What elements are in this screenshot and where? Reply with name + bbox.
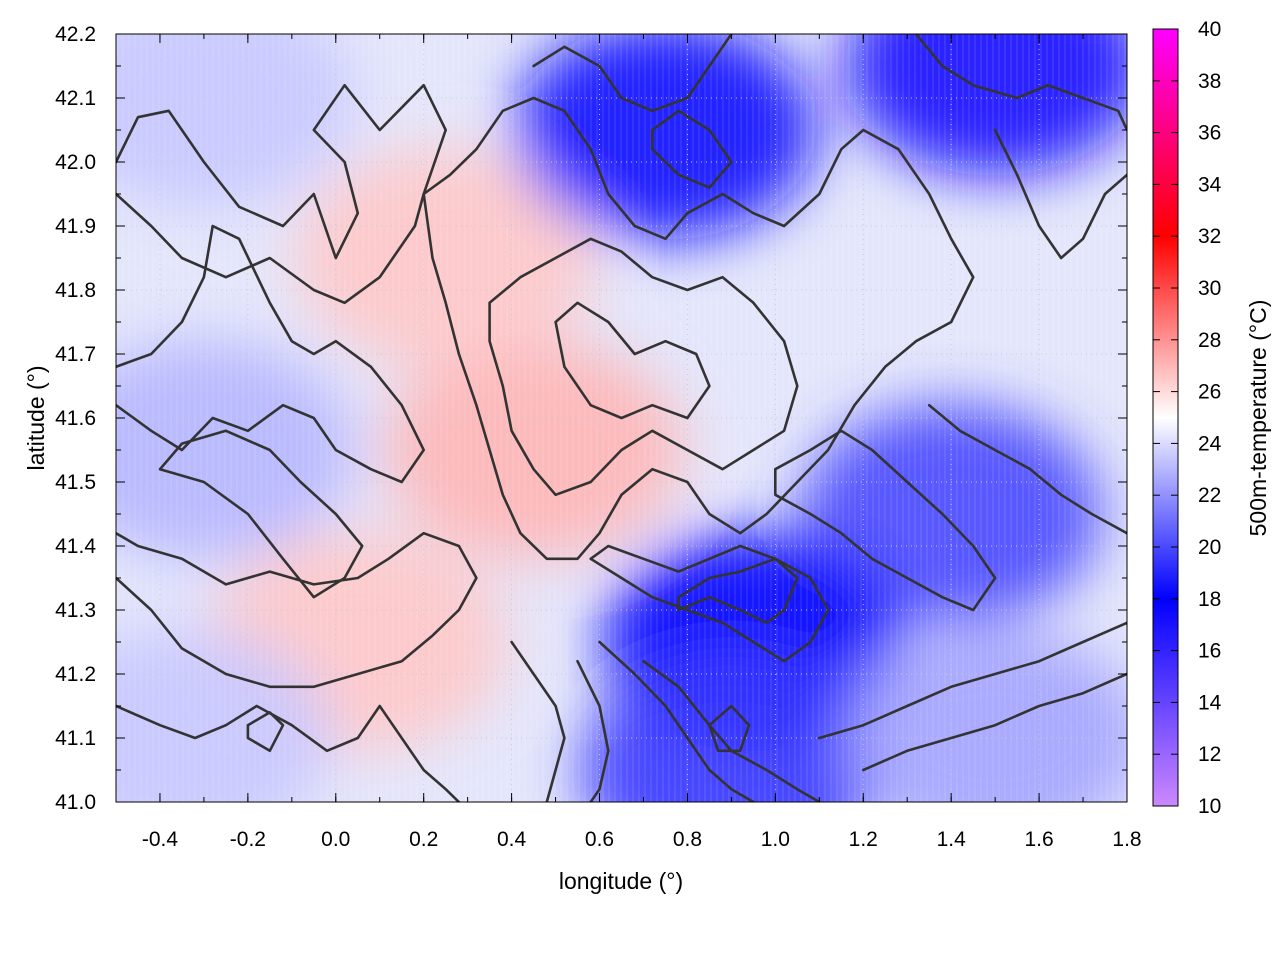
y-tick-label: 41.4 — [55, 535, 96, 558]
contour-line — [927, 403, 1127, 535]
x-tick-label: 1.0 — [761, 828, 790, 851]
contour-line — [158, 429, 364, 599]
colorbar-label: 500m-temperature (°C) — [1245, 300, 1271, 537]
x-axis-label: longitude (°) — [559, 868, 683, 894]
contour-line — [554, 301, 711, 420]
colorbar-tick-label: 28 — [1198, 329, 1221, 352]
x-tick-label: -0.2 — [230, 828, 266, 851]
colorbar-tick-label: 36 — [1198, 122, 1221, 145]
contour-line — [818, 621, 1127, 740]
colorbar-tick-label: 32 — [1198, 225, 1221, 248]
contour-line — [116, 224, 425, 484]
contour-line — [532, 34, 733, 113]
y-tick-label: 41.9 — [55, 215, 96, 238]
x-tick-label: 1.8 — [1112, 828, 1141, 851]
colorbar-tick-label: 30 — [1198, 277, 1221, 300]
contour-line — [576, 659, 610, 802]
x-tick-label: 0.0 — [321, 828, 350, 851]
colorbar-frame — [1152, 28, 1179, 807]
colorbar-tick-label: 20 — [1198, 536, 1221, 559]
y-tick-label: 42.2 — [55, 23, 96, 46]
x-tick-label: -0.4 — [142, 828, 179, 851]
contour-line — [651, 109, 733, 189]
colorbar-tick-label: 24 — [1198, 432, 1222, 455]
contour-line — [116, 531, 478, 689]
contour-line — [598, 640, 755, 802]
contour-line — [246, 711, 285, 753]
y-tick-labels: 41.0 41.1 41.2 41.3 41.4 41.5 41.6 41.7 41.8 41.9… — [55, 23, 96, 814]
y-tick-label: 41.2 — [55, 663, 96, 686]
x-tick-label: 0.8 — [673, 828, 702, 851]
contour-line — [589, 544, 830, 663]
y-tick-label: 42.1 — [55, 87, 96, 110]
contour-line — [116, 83, 447, 305]
y-tick-label: 41.8 — [55, 279, 96, 302]
colorbar-tick-label: 14 — [1198, 691, 1222, 714]
colorbar-tick-label: 40 — [1198, 18, 1221, 41]
y-tick-label: 41.7 — [55, 343, 96, 366]
x-tick-label: 0.2 — [409, 828, 438, 851]
y-tick-label: 41.0 — [55, 791, 96, 814]
contour-line — [914, 34, 1127, 132]
plot-area — [115, 33, 1128, 803]
x-tick-label: 0.4 — [497, 828, 527, 851]
x-tick-labels: -0.4 -0.2 0.0 0.2 0.4 0.6 0.8 1.0 1.2 1.4 1.6 1.8 — [142, 828, 1142, 851]
contour-line — [862, 672, 1127, 772]
colorbar-tick-label: 34 — [1198, 173, 1222, 196]
x-tick-label: 0.6 — [585, 828, 614, 851]
x-tick-label: 1.4 — [937, 828, 967, 851]
colorbar-tick-labels: 10 12 14 16 18 20 22 24 26 28 30 32 34 36 38 40 — [1198, 18, 1222, 818]
colorbar: 10 12 14 16 18 20 22 24 26 28 30 32 34 36 38 40 500m-te… — [1152, 18, 1271, 818]
colorbar-tick-label: 10 — [1198, 795, 1221, 818]
y-tick-label: 41.5 — [55, 471, 96, 494]
colorbar-ticks — [1153, 28, 1178, 807]
y-tick-label: 41.1 — [55, 727, 96, 750]
y-tick-label: 42.0 — [55, 151, 96, 174]
contour-line — [774, 429, 997, 612]
y-tick-label: 41.3 — [55, 599, 96, 622]
colorbar-tick-label: 22 — [1198, 484, 1221, 507]
x-tick-label: 1.2 — [849, 828, 878, 851]
contour-line — [677, 557, 799, 625]
x-tick-label: 1.6 — [1024, 828, 1053, 851]
contour-line — [116, 704, 461, 802]
colorbar-tick-label: 16 — [1198, 640, 1221, 663]
contour-line — [488, 237, 799, 497]
contour-line — [422, 96, 975, 561]
colorbar-tick-label: 12 — [1198, 743, 1221, 766]
colorbar-tick-label: 38 — [1198, 70, 1221, 93]
contour-line — [993, 128, 1127, 260]
axis-ticks — [115, 33, 1128, 803]
colorbar-tick-label: 26 — [1198, 381, 1221, 404]
contour-line — [708, 704, 751, 753]
y-axis-label: latitude (°) — [23, 365, 49, 470]
contour-lines — [116, 34, 1127, 802]
y-tick-label: 41.6 — [55, 407, 96, 430]
colorbar-gradient — [1153, 29, 1178, 806]
contour-line — [510, 640, 566, 802]
colorbar-tick-label: 18 — [1198, 588, 1221, 611]
